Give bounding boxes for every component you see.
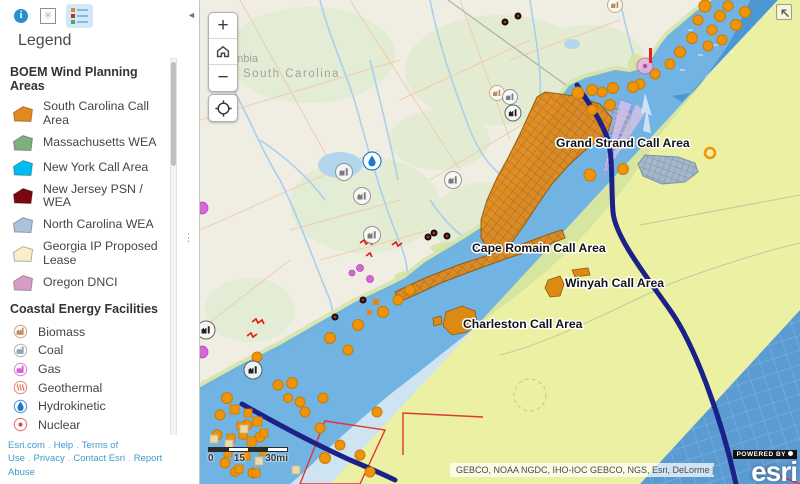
restricted-area-outlines: [299, 412, 800, 484]
hydrokinetic-icon: [13, 399, 28, 414]
link-privacy[interactable]: Privacy: [33, 453, 65, 465]
biomass-icon: [13, 325, 28, 339]
call-area-labels: Grand Strand Call Area Cape Romain Call …: [462, 135, 692, 333]
gas-facility-cluster: [200, 201, 374, 359]
submarine-cable-line: [239, 401, 398, 483]
cape-romain-label: Cape Romain Call Area: [472, 241, 606, 255]
link-contact-esri[interactable]: Contact Esri: [73, 453, 126, 465]
legend-item-massachusetts-wea: Massachusetts WEA: [10, 133, 169, 153]
area-swatch: [12, 105, 34, 122]
esri-wordmark: esri: [751, 455, 798, 484]
small-lake: [564, 39, 580, 49]
map-canvas[interactable]: umbia South Carolina Grand Strand Call A…: [200, 0, 800, 484]
legend-item-coal: Coal: [10, 341, 169, 360]
legend-item-oregon-dnci: Oregon DNCI: [10, 273, 169, 293]
legend-item-hydrokinetic: Hydrokinetic: [10, 397, 169, 416]
home-button[interactable]: [209, 39, 237, 65]
legend-icon: [71, 8, 88, 12]
lease-area-yellow: [330, 0, 800, 484]
legend-panel: i ✳ ◄ Legend BOEM Wind Planning Areas So…: [0, 0, 200, 484]
area-swatch: [12, 274, 34, 291]
legend-item-south-carolina-call-area: South Carolina Call Area: [10, 99, 169, 128]
scrollbar-thumb[interactable]: [171, 62, 176, 166]
zoom-controls: + −: [208, 12, 238, 92]
legend-title: Legend: [18, 32, 72, 49]
legend-item-new-york-call-area: New York Call Area: [10, 158, 169, 178]
coal-icon: [13, 343, 28, 358]
locate-icon: [214, 99, 232, 117]
details-icon[interactable]: ✳: [40, 8, 56, 24]
legend-item-new-jersey-psn-wea: New Jersey PSN / WEA: [10, 182, 169, 211]
port-marker: [636, 48, 654, 75]
basemap-land: [200, 0, 712, 390]
zoom-out-button[interactable]: −: [209, 65, 237, 91]
home-icon: [216, 45, 230, 57]
state-boundary-line: [447, 0, 571, 89]
area-swatch: [12, 159, 34, 176]
winyah-label: Winyah Call Area: [565, 276, 664, 290]
depth-contours: [499, 194, 800, 412]
link-esri-com[interactable]: Esri.com: [8, 439, 45, 451]
globe-icon: [788, 451, 793, 457]
powered-by-badge: POWERED BY: [732, 449, 797, 459]
nuclear-icon: [13, 418, 28, 432]
legend-item-biomass: Biomass: [10, 323, 169, 342]
svg-text:South Carolina: South Carolina: [243, 68, 340, 80]
panel-toolbar: i ✳ ◄: [0, 0, 199, 30]
hydrokinetic-marker-icon: [362, 151, 382, 171]
area-swatch: [12, 217, 34, 234]
map-attribution: GEBCO, NOAA NGDC, IHO-IOC GEBCO, NGS, Es…: [450, 463, 714, 477]
legend-item-geothermal: Geothermal: [10, 378, 169, 397]
pan-arrow-icon[interactable]: [776, 4, 792, 20]
collapse-panel-icon[interactable]: ◄: [187, 10, 196, 20]
legend-tab-button[interactable]: [66, 4, 93, 28]
legend-item-georgia-ip-proposed-lease: Georgia IP Proposed Lease: [10, 239, 169, 268]
section-title-boem: BOEM Wind Planning Areas: [10, 65, 138, 93]
facility-dot-ring: [703, 146, 717, 160]
bathymetry-area: [640, 310, 800, 484]
legend-list: BOEM Wind Planning Areas South Carolina …: [10, 56, 169, 451]
charleston-call-area-polygon[interactable]: [432, 305, 478, 336]
area-swatch: [12, 134, 34, 151]
info-icon[interactable]: i: [14, 9, 28, 23]
cape-romain-call-area-polygon[interactable]: [394, 229, 566, 303]
esri-logo[interactable]: POWERED BY esri: [732, 443, 798, 484]
legend-item-north-carolina-wea: North Carolina WEA: [10, 215, 169, 235]
link-report-abuse[interactable]: Report Abuse: [8, 453, 163, 479]
zoom-in-button[interactable]: +: [209, 13, 237, 39]
legend-item-gas: Gas: [10, 360, 169, 379]
area-swatch: [12, 188, 34, 205]
grand-strand-label: Grand Strand Call Area: [556, 136, 690, 150]
area-swatch: [12, 245, 34, 262]
offshore-water-band: [672, 0, 778, 102]
roads: [200, 0, 621, 331]
legend-scrollbar[interactable]: [170, 58, 177, 442]
link-terms-of-use[interactable]: Terms of Use: [8, 439, 119, 465]
scale-bar-segments: [208, 447, 288, 452]
section-title-facilities: Coastal Energy Facilities: [10, 301, 158, 316]
submarine-cable-line: [574, 82, 739, 484]
map-facility-icons: [200, 0, 623, 380]
locate-button[interactable]: [208, 94, 238, 122]
basemap: umbia South Carolina Grand Strand Call A…: [200, 0, 800, 484]
scale-bar: 0 15 30mi: [208, 447, 288, 464]
panel-resize-gripper[interactable]: ⋮: [183, 232, 194, 244]
nuclear-plant-dots: [331, 12, 522, 321]
gas-icon: [13, 362, 28, 376]
grand-strand-call-area-polygon[interactable]: [480, 91, 613, 254]
link-help[interactable]: Help: [53, 439, 74, 451]
charleston-label: Charleston Call Area: [463, 317, 583, 331]
winyah-call-area-polygon[interactable]: [544, 267, 591, 298]
legend-item-nuclear: Nuclear: [10, 416, 169, 435]
geothermal-icon: [13, 380, 28, 395]
wave-marks: [680, 29, 734, 71]
nc-wea-grid-polygon: [637, 154, 699, 185]
footer-links: Esri.com. Help. Terms of Use. Privacy. Conta…: [0, 434, 199, 484]
